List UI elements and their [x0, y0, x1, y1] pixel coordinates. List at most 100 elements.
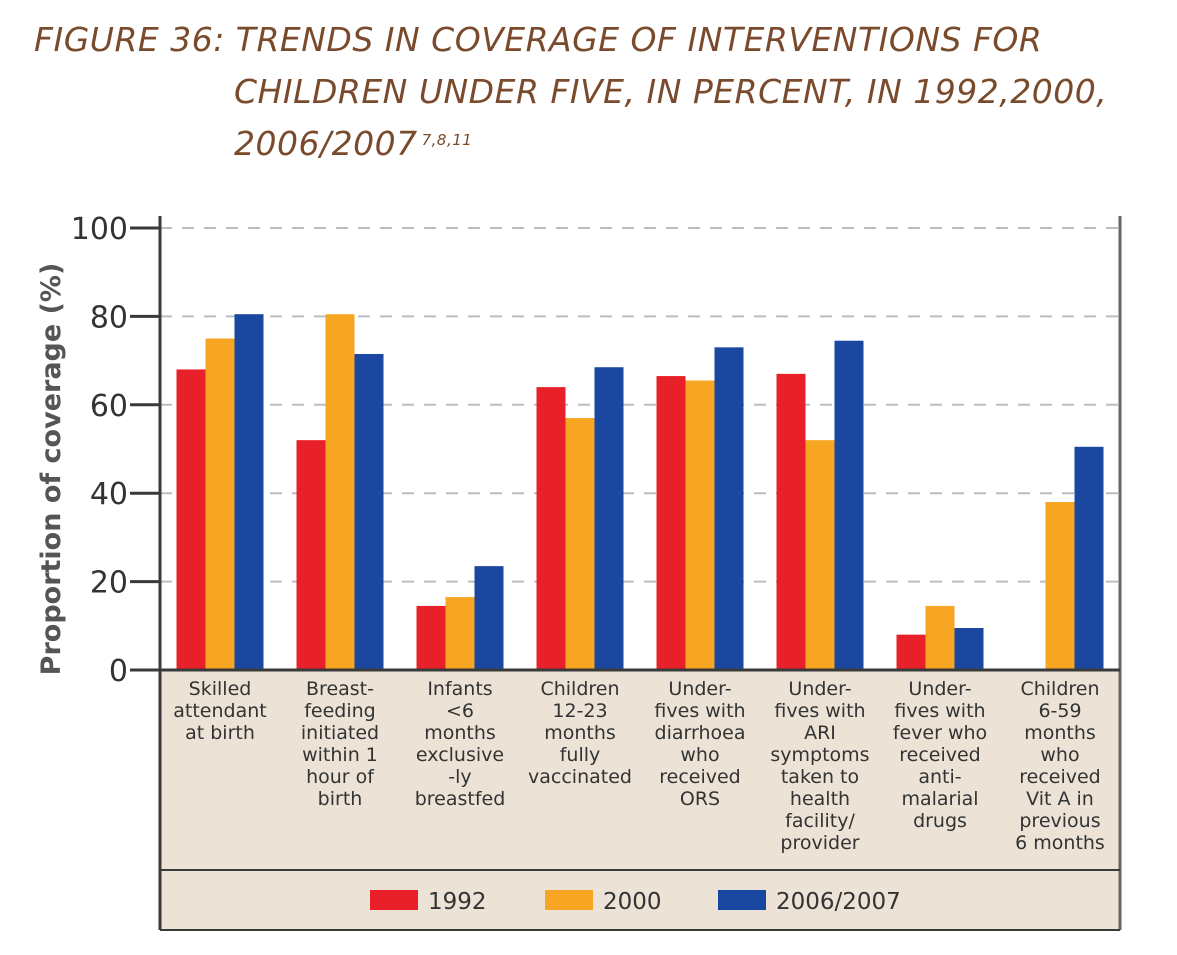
- category-label-line: 12-23: [552, 700, 607, 722]
- title-superscript: 7,8,11: [421, 131, 473, 149]
- category-label-line: drugs: [913, 810, 967, 832]
- category-label-line: health: [790, 788, 850, 810]
- legend-label: 2006/2007: [776, 889, 901, 915]
- category-label-line: who: [680, 744, 719, 766]
- bar: [205, 338, 235, 670]
- category-label: Under-fives with fever who received anti-ma…: [893, 678, 987, 832]
- title-line-2: CHILDREN UNDER FIVE, IN PERCENT, IN 1992…: [234, 72, 1108, 111]
- y-tick-label: 40: [90, 477, 128, 512]
- category-label-line: taken to: [781, 766, 859, 788]
- bar: [474, 566, 504, 670]
- category-label-line: fever who: [893, 722, 987, 744]
- bar: [354, 353, 384, 670]
- category-label-line: previous: [1019, 810, 1100, 832]
- category-label-line: feeding: [304, 700, 376, 722]
- category-label-line: months: [424, 722, 496, 744]
- category-label-line: provider: [780, 832, 859, 854]
- bar: [176, 369, 206, 670]
- bar: [565, 418, 595, 670]
- category-label-line: breastfed: [415, 788, 506, 810]
- legend-swatch: [718, 890, 766, 910]
- category-label-line: Children: [1020, 678, 1099, 700]
- bar: [685, 380, 715, 670]
- category-label-line: Under-: [788, 678, 851, 700]
- bar: [1045, 502, 1075, 670]
- category-label-line: fully: [560, 744, 601, 766]
- category-label-line: attendant: [173, 700, 266, 722]
- category-label: Children 6-59 months who received Vit A in pre…: [1015, 678, 1105, 854]
- figure-title: FIGURE 36: TRENDS IN COVERAGE OF INTERVE…: [34, 14, 1154, 170]
- category-panel: [160, 670, 1120, 870]
- category-label: Children 12-23 months fully vaccinated: [528, 678, 632, 788]
- category-label-line: Under-: [908, 678, 971, 700]
- category-label-line: received: [659, 766, 741, 788]
- category-label-line: who: [1040, 744, 1079, 766]
- bar: [776, 373, 806, 670]
- bar: [445, 597, 475, 670]
- category-label-line: diarrhoea: [655, 722, 746, 744]
- legend-panel: [160, 870, 1120, 930]
- bar: [925, 605, 955, 670]
- title-line-3: 2006/2007 7,8,11: [34, 118, 1154, 170]
- bar: [536, 387, 566, 670]
- legend-label: 1992: [428, 889, 487, 915]
- y-tick-label: 100: [71, 212, 128, 247]
- y-tick-label: 80: [90, 300, 128, 335]
- bar: [896, 634, 926, 670]
- category-label-line: at birth: [185, 722, 255, 744]
- y-tick-label: 0: [109, 654, 128, 689]
- category-label: Breast-feeding initiated within 1 hour of bi…: [301, 678, 379, 810]
- category-label-line: 6 months: [1015, 832, 1105, 854]
- coverage-bar-chart: 0 20 40 60 80 100 Skilled attendant at birth Brea…: [36, 212, 1122, 931]
- category-label: Infants <6 months exclusive -ly breastfed: [415, 678, 506, 810]
- category-label-line: received: [1019, 766, 1101, 788]
- category-label-line: symptoms: [770, 744, 869, 766]
- category-label-line: Infants: [427, 678, 492, 700]
- category-label-line: ORS: [680, 788, 720, 810]
- bar: [834, 340, 864, 670]
- title-line-3-text: 2006/2007: [234, 124, 418, 163]
- category-label-line: initiated: [301, 722, 379, 744]
- category-label-line: ARI: [804, 722, 836, 744]
- bar: [416, 605, 446, 670]
- category-label-line: birth: [318, 788, 363, 810]
- category-label-line: -ly: [448, 766, 471, 788]
- category-label-line: within 1: [302, 744, 378, 766]
- bar: [234, 314, 264, 670]
- legend-swatch: [545, 890, 593, 910]
- category-label-line: exclusive: [416, 744, 504, 766]
- bar: [805, 440, 835, 670]
- category-label-line: received: [899, 744, 981, 766]
- category-label: Under-fives with ARI symptoms taken to healt…: [770, 678, 869, 854]
- bar: [296, 440, 326, 670]
- legend-swatch: [370, 890, 418, 910]
- category-label-line: Skilled: [189, 678, 252, 700]
- bar: [325, 314, 355, 670]
- category-label-line: anti-: [918, 766, 961, 788]
- y-axis-label: Proportion of coverage (%): [36, 263, 67, 676]
- category-label-line: <6: [446, 700, 474, 722]
- category-label-line: fives with: [774, 700, 865, 722]
- bar: [954, 628, 984, 670]
- category-label: Skilled attendant at birth: [173, 678, 266, 744]
- category-label-line: hour of: [306, 766, 375, 788]
- category-label-line: fives with: [894, 700, 985, 722]
- bar: [714, 347, 744, 670]
- legend-label: 2000: [603, 889, 662, 915]
- category-label-line: vaccinated: [528, 766, 632, 788]
- y-tick-label: 20: [90, 566, 128, 601]
- title-line-1: FIGURE 36: TRENDS IN COVERAGE OF INTERVE…: [34, 20, 1043, 59]
- bar: [656, 376, 686, 670]
- category-label-line: fives with: [654, 700, 745, 722]
- y-tick-label: 60: [90, 389, 128, 424]
- category-label: Under-fives with diarrhoea who received ORS: [654, 678, 745, 810]
- category-label-line: 6-59: [1038, 700, 1081, 722]
- category-label-line: Vit A in: [1026, 788, 1094, 810]
- category-label-line: facility/: [785, 810, 855, 832]
- bar: [594, 367, 624, 670]
- category-label-line: Under-: [668, 678, 731, 700]
- category-label-line: months: [1024, 722, 1096, 744]
- category-label-line: Children: [540, 678, 619, 700]
- bar: [1074, 446, 1104, 670]
- category-label-line: months: [544, 722, 616, 744]
